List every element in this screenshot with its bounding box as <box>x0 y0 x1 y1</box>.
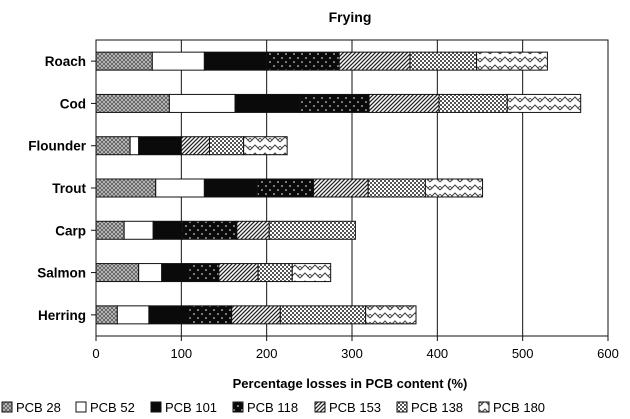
x-axis-label: Percentage losses in PCB content (%) <box>233 376 468 391</box>
bar-roach-pcb-28 <box>95 51 153 71</box>
bar-trout-pcb-138 <box>367 178 426 198</box>
legend-swatch-pcb-118 <box>232 401 244 413</box>
category-label-herring: Herring <box>38 308 86 323</box>
bar-trout-pcb-180 <box>424 178 484 198</box>
category-label-salmon: Salmon <box>37 266 86 281</box>
bar-cod-pcb-52 <box>168 93 236 113</box>
x-tick-label: 400 <box>426 346 448 361</box>
legend-label-pcb-28: PCB 28 <box>16 400 61 415</box>
category-label-flounder: Flounder <box>28 139 86 154</box>
bar-roach-pcb-52 <box>151 51 205 71</box>
bar-cod-pcb-101 <box>234 93 301 113</box>
bar-roach-pcb-101 <box>203 51 268 71</box>
category-label-trout: Trout <box>52 181 86 196</box>
bar-flounder-pcb-28 <box>95 136 131 156</box>
bar-herring-pcb-153 <box>231 305 281 325</box>
legend-label-pcb-153: PCB 153 <box>329 400 381 415</box>
bar-salmon-pcb-118 <box>188 263 220 283</box>
x-tick-label: 200 <box>256 346 278 361</box>
chart-title: Frying <box>329 9 372 25</box>
bar-carp-pcb-153 <box>236 220 270 240</box>
legend-swatch-pcb-180 <box>478 401 490 413</box>
bar-roach-pcb-138 <box>409 51 478 71</box>
bar-roach-pcb-118 <box>266 51 340 71</box>
legend-swatch-pcb-28 <box>1 401 13 413</box>
x-tick-label: 600 <box>597 346 619 361</box>
x-tick-label: 300 <box>341 346 363 361</box>
bar-flounder-pcb-180 <box>243 136 288 156</box>
legend-swatch-pcb-52 <box>75 401 87 413</box>
bar-trout-pcb-52 <box>155 178 205 198</box>
bar-salmon-pcb-180 <box>291 263 332 283</box>
bar-carp-pcb-101 <box>152 220 183 240</box>
category-label-carp: Carp <box>55 223 86 238</box>
bar-salmon-pcb-101 <box>161 263 190 283</box>
x-tick-label: 0 <box>92 346 99 361</box>
x-tick-label: 500 <box>512 346 534 361</box>
x-tick-label: 100 <box>170 346 192 361</box>
bar-roach-pcb-153 <box>338 51 411 71</box>
bar-herring-pcb-28 <box>95 305 118 325</box>
bar-carp-pcb-138 <box>268 220 356 240</box>
bar-flounder-pcb-138 <box>208 136 245 156</box>
bar-carp-pcb-52 <box>123 220 154 240</box>
bar-cod-pcb-118 <box>299 93 370 113</box>
legend-label-pcb-101: PCB 101 <box>165 400 217 415</box>
bar-salmon-pcb-138 <box>257 263 293 283</box>
bar-cod-pcb-180 <box>506 93 582 113</box>
legend-label-pcb-52: PCB 52 <box>90 400 135 415</box>
bar-herring-pcb-101 <box>148 305 190 325</box>
category-label-cod: Cod <box>60 96 86 111</box>
bar-herring-pcb-52 <box>116 305 150 325</box>
bar-salmon-pcb-28 <box>95 263 140 283</box>
bar-salmon-pcb-52 <box>138 263 163 283</box>
category-label-roach: Roach <box>45 54 86 69</box>
legend-label-pcb-180: PCB 180 <box>493 400 545 415</box>
bar-cod-pcb-153 <box>368 93 440 113</box>
legend: PCB 28 PCB 52 PCB 101 PCB 118 PCB 153 PCB 138… <box>1 400 545 415</box>
bar-herring-pcb-138 <box>279 305 367 325</box>
legend-swatch-pcb-101 <box>150 401 162 413</box>
bar-flounder-pcb-101 <box>138 136 182 156</box>
bar-herring-pcb-180 <box>365 305 417 325</box>
bar-trout-pcb-153 <box>313 178 369 198</box>
legend-label-pcb-138: PCB 138 <box>411 400 463 415</box>
bar-flounder-pcb-153 <box>180 136 210 156</box>
legend-swatch-pcb-153 <box>314 401 326 413</box>
legend-label-pcb-118: PCB 118 <box>247 400 298 415</box>
bar-cod-pcb-138 <box>438 93 508 113</box>
bar-carp-pcb-118 <box>181 220 238 240</box>
bar-carp-pcb-28 <box>95 220 125 240</box>
bar-roach-pcb-180 <box>476 51 548 71</box>
bar-flounder-pcb-52 <box>129 136 140 156</box>
bar-trout-pcb-101 <box>203 178 258 198</box>
bar-herring-pcb-118 <box>188 305 233 325</box>
bar-cod-pcb-28 <box>95 93 170 113</box>
bar-trout-pcb-118 <box>256 178 315 198</box>
bar-salmon-pcb-153 <box>218 263 259 283</box>
legend-swatch-pcb-138 <box>396 401 408 413</box>
bar-trout-pcb-28 <box>95 178 157 198</box>
